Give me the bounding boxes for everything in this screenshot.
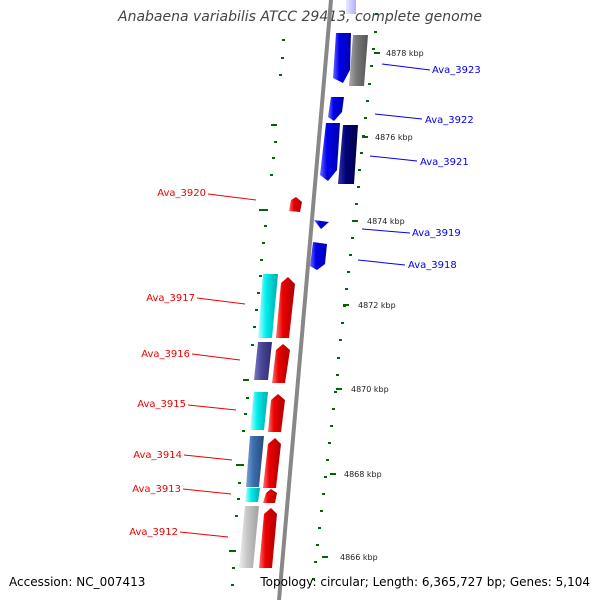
label-ava-3920[interactable]: Ava_3920 bbox=[157, 188, 257, 201]
svg-text:Ava_3920: Ava_3920 bbox=[157, 188, 206, 199]
gene-ava-3915-cyan[interactable] bbox=[250, 392, 268, 430]
gene-labels-right: Ava_3923 Ava_3922 Ava_3921 Ava_3919 Ava_… bbox=[357, 63, 481, 271]
label-ava-3915[interactable]: Ava_3915 bbox=[137, 399, 237, 411]
svg-text:Ava_3918: Ava_3918 bbox=[408, 260, 457, 271]
gene-ava-3916-slate[interactable] bbox=[254, 342, 272, 380]
svg-text:Ava_3915: Ava_3915 bbox=[137, 399, 186, 410]
gene-ava-3923-neighbor[interactable] bbox=[349, 35, 368, 86]
genome-backbone bbox=[277, 0, 333, 600]
scale-tick-4874: 4874 kbp bbox=[352, 217, 405, 226]
svg-text:Ava_3913: Ava_3913 bbox=[132, 484, 181, 495]
scale-tick-4868: 4868 kbp bbox=[330, 470, 382, 479]
svg-text:Ava_3922: Ava_3922 bbox=[425, 115, 474, 126]
svg-text:Ava_3923: Ava_3923 bbox=[432, 65, 481, 76]
reverse-strand-genes bbox=[239, 197, 302, 568]
forward-strand-genes bbox=[310, 0, 368, 270]
scale-ticks: 4878 kbp 4876 kbp 4874 kbp 4872 kbp 4870… bbox=[322, 49, 424, 562]
label-ava-3916[interactable]: Ava_3916 bbox=[141, 349, 241, 361]
gene-ava-3922[interactable] bbox=[328, 97, 344, 121]
gene-ava-3914-steel[interactable] bbox=[246, 436, 264, 487]
scale-tick-4870: 4870 kbp bbox=[336, 385, 389, 394]
gene-ava-3914[interactable] bbox=[263, 438, 281, 488]
svg-text:4878 kbp: 4878 kbp bbox=[386, 49, 424, 58]
label-ava-3917[interactable]: Ava_3917 bbox=[146, 293, 246, 305]
gene-ava-3918[interactable] bbox=[310, 242, 327, 270]
scale-tick-4872: 4872 kbp bbox=[343, 301, 396, 310]
svg-text:4870 kbp: 4870 kbp bbox=[351, 385, 389, 394]
svg-text:Ava_3912: Ava_3912 bbox=[129, 527, 178, 538]
gene-ava-3913-cyan[interactable] bbox=[245, 488, 260, 502]
gene-ava-3912[interactable] bbox=[259, 508, 277, 568]
scale-tick-4876: 4876 kbp bbox=[362, 133, 413, 142]
svg-text:Ava_3921: Ava_3921 bbox=[420, 157, 469, 168]
gene-ava-3920[interactable] bbox=[289, 197, 302, 212]
svg-text:4874 kbp: 4874 kbp bbox=[367, 217, 405, 226]
label-ava-3918[interactable]: Ava_3918 bbox=[357, 259, 457, 271]
gene-ava-3923[interactable] bbox=[333, 33, 351, 83]
gene-ava-3917-cyan[interactable] bbox=[258, 274, 278, 338]
label-ava-3921[interactable]: Ava_3921 bbox=[369, 155, 469, 168]
scale-tick-4878: 4878 kbp bbox=[374, 49, 424, 58]
svg-text:4872 kbp: 4872 kbp bbox=[358, 301, 396, 310]
label-ava-3914[interactable]: Ava_3914 bbox=[133, 450, 233, 461]
gene-ava-3915[interactable] bbox=[268, 394, 285, 432]
gene-ava-3921[interactable] bbox=[320, 123, 340, 181]
scale-tick-4866: 4866 kbp bbox=[322, 553, 378, 562]
gene-ava-3916[interactable] bbox=[272, 344, 290, 383]
gene-ava-3917[interactable] bbox=[276, 277, 295, 338]
gene-labels-left: Ava_3920 Ava_3917 Ava_3916 Ava_3915 Ava_… bbox=[129, 188, 257, 538]
accession-text: Accession: NC_007413 bbox=[9, 575, 146, 589]
svg-text:4866 kbp: 4866 kbp bbox=[340, 553, 378, 562]
genome-summary-text: Topology: circular; Length: 6,365,727 bp… bbox=[260, 575, 590, 589]
map-title: Anabaena variabilis ATCC 29413, complete… bbox=[118, 9, 482, 25]
gene-top-lavender[interactable] bbox=[346, 0, 356, 14]
gene-ava-3912-gray[interactable] bbox=[239, 506, 259, 568]
label-ava-3913[interactable]: Ava_3913 bbox=[132, 484, 232, 495]
svg-text:Ava_3914: Ava_3914 bbox=[133, 450, 182, 461]
gene-ava-3913[interactable] bbox=[263, 489, 277, 503]
gene-ava-3921-neighbor[interactable] bbox=[338, 125, 358, 184]
svg-text:4876 kbp: 4876 kbp bbox=[375, 133, 413, 142]
svg-text:Ava_3917: Ava_3917 bbox=[146, 293, 195, 304]
label-ava-3922[interactable]: Ava_3922 bbox=[374, 113, 474, 126]
svg-text:Ava_3916: Ava_3916 bbox=[141, 349, 190, 360]
gene-ava-3919[interactable] bbox=[314, 220, 329, 229]
svg-text:4868 kbp: 4868 kbp bbox=[344, 470, 382, 479]
label-ava-3912[interactable]: Ava_3912 bbox=[129, 527, 229, 538]
label-ava-3919[interactable]: Ava_3919 bbox=[361, 228, 461, 239]
svg-text:Ava_3919: Ava_3919 bbox=[412, 228, 461, 239]
label-ava-3923[interactable]: Ava_3923 bbox=[381, 63, 481, 76]
gc-track-inner bbox=[229, 39, 285, 586]
